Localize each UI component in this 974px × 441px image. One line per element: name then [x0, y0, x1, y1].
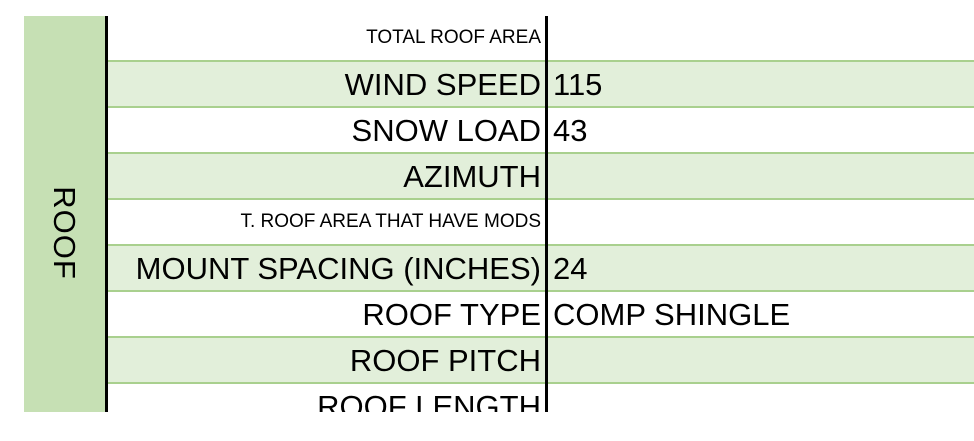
value-cell[interactable]	[545, 200, 974, 244]
label-cell[interactable]: ROOF PITCH	[349, 343, 541, 378]
spreadsheet-region: ROOF TOTAL ROOF AREA WIND SPEED 115 SNOW…	[24, 16, 974, 412]
value-cell[interactable]: 43	[553, 113, 588, 148]
value-cell[interactable]	[545, 384, 974, 412]
value-cell[interactable]	[545, 16, 974, 60]
middle-column-border	[545, 16, 548, 412]
value-cell[interactable]	[545, 154, 974, 198]
label-cell[interactable]: AZIMUTH	[403, 159, 541, 194]
row-roof-length: ROOF LENGTH	[108, 384, 974, 412]
label-cell[interactable]: T. ROOF AREA THAT HAVE MODS	[240, 211, 541, 232]
row-snow-load: SNOW LOAD 43	[108, 108, 974, 154]
roof-section-band[interactable]: ROOF	[24, 16, 105, 412]
label-cell[interactable]: ROOF TYPE	[362, 297, 541, 332]
label-cell[interactable]: ROOF LENGTH	[317, 389, 541, 412]
left-column-border	[105, 16, 108, 412]
label-cell[interactable]: TOTAL ROOF AREA	[366, 27, 541, 48]
row-mount-spacing: MOUNT SPACING (INCHES) 24	[108, 246, 974, 292]
row-azimuth: AZIMUTH	[108, 154, 974, 200]
row-total-roof-area: TOTAL ROOF AREA	[108, 16, 974, 62]
value-cell[interactable]: 115	[553, 67, 603, 102]
row-roof-type: ROOF TYPE COMP SHINGLE	[108, 292, 974, 338]
label-cell[interactable]: SNOW LOAD	[351, 113, 541, 148]
section-label-roof: ROOF	[47, 186, 82, 280]
row-wind-speed: WIND SPEED 115	[108, 62, 974, 108]
row-roof-pitch: ROOF PITCH	[108, 338, 974, 384]
value-cell[interactable]: COMP SHINGLE	[553, 297, 791, 332]
row-roof-area-with-mods: T. ROOF AREA THAT HAVE MODS	[108, 200, 974, 246]
label-cell[interactable]: WIND SPEED	[344, 67, 541, 102]
value-cell[interactable]: 24	[553, 251, 588, 286]
label-cell[interactable]: MOUNT SPACING (INCHES)	[135, 251, 541, 286]
value-cell[interactable]	[545, 338, 974, 382]
